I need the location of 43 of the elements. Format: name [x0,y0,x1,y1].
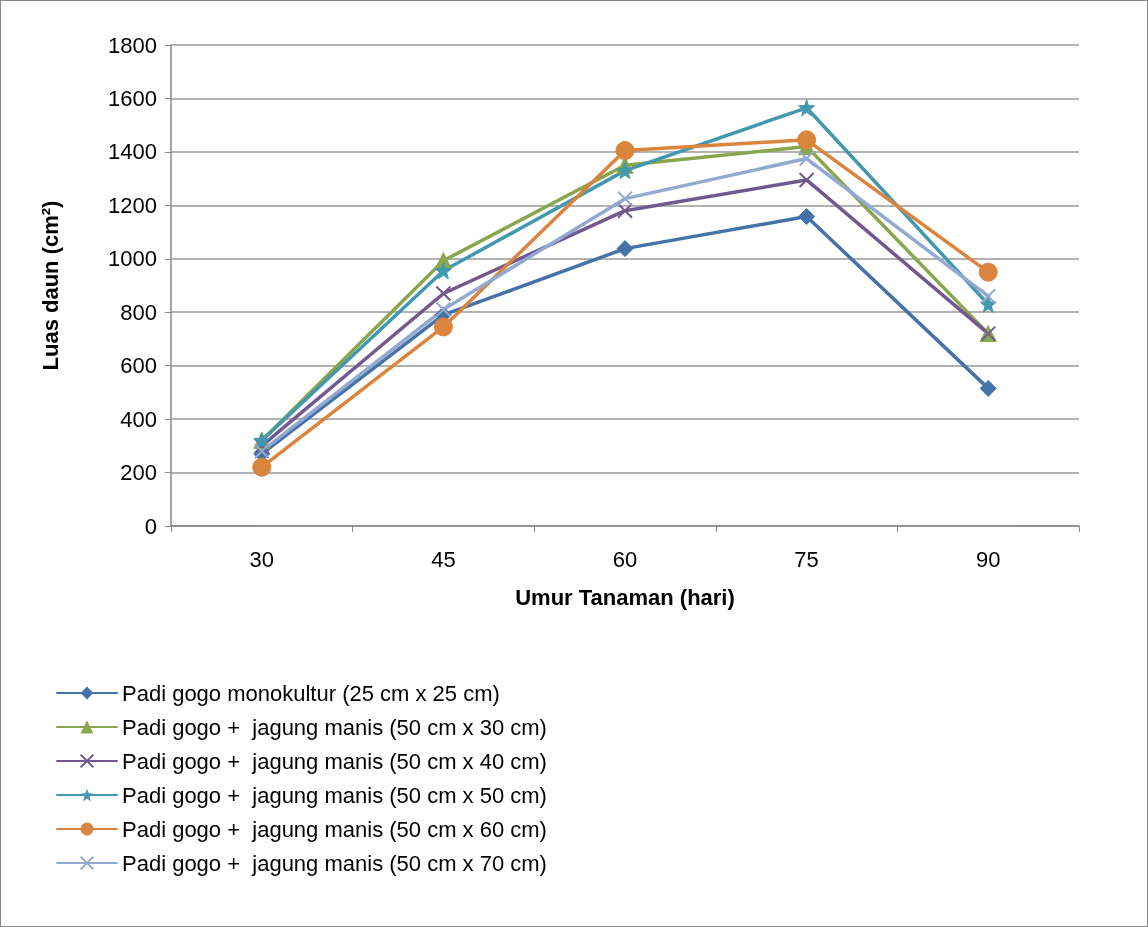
point [616,240,634,258]
point [616,162,634,180]
x-tick-label: 75 [794,546,819,572]
y-axis-title: Luas daun (cm²) [37,200,63,371]
legend-label: Padi gogo + jagung manis (50 cm x 50 cm) [122,782,547,808]
legend-label: Padi gogo + jagung manis (50 cm x 40 cm) [122,748,547,774]
point [252,457,272,477]
point [253,437,270,454]
legend-label: Padi gogo + jagung manis (50 cm x 70 cm) [122,850,547,876]
point [798,99,816,117]
point [617,190,633,207]
x-axis-title: Umur Tanaman (hari) [515,584,735,610]
y-tick-label: 1000 [108,246,157,272]
point [615,141,635,161]
y-tick-label: 600 [120,353,157,379]
legend-label: Padi gogo monokultur (25 cm x 25 cm) [122,680,500,706]
x-tick-label: 30 [249,546,275,572]
point [433,317,453,337]
point [978,262,998,282]
legend-label: Padi gogo + jagung manis (50 cm x 60 cm) [122,816,547,842]
point [798,208,816,226]
y-tick-label: 0 [144,513,157,539]
y-tick-label: 1600 [108,85,157,111]
point [979,379,997,397]
point [434,262,452,280]
y-tick-label: 1400 [108,139,157,165]
point [435,301,452,318]
point [617,202,633,219]
point [798,150,815,167]
y-tick-label: 800 [120,299,157,325]
point [435,285,452,302]
y-tick-label: 1800 [108,32,157,58]
y-tick-label: 200 [120,460,157,486]
y-tick-label: 1200 [108,192,157,218]
x-tick-label: 60 [612,546,638,572]
x-tick-label: 45 [431,546,456,572]
point [798,171,815,188]
point [797,130,817,150]
legend-label: Padi gogo + jagung manis (50 cm x 30 cm) [122,714,547,740]
x-tick-label: 90 [975,546,1001,572]
y-tick-label: 400 [120,406,157,432]
point [979,295,997,313]
point [980,288,997,305]
